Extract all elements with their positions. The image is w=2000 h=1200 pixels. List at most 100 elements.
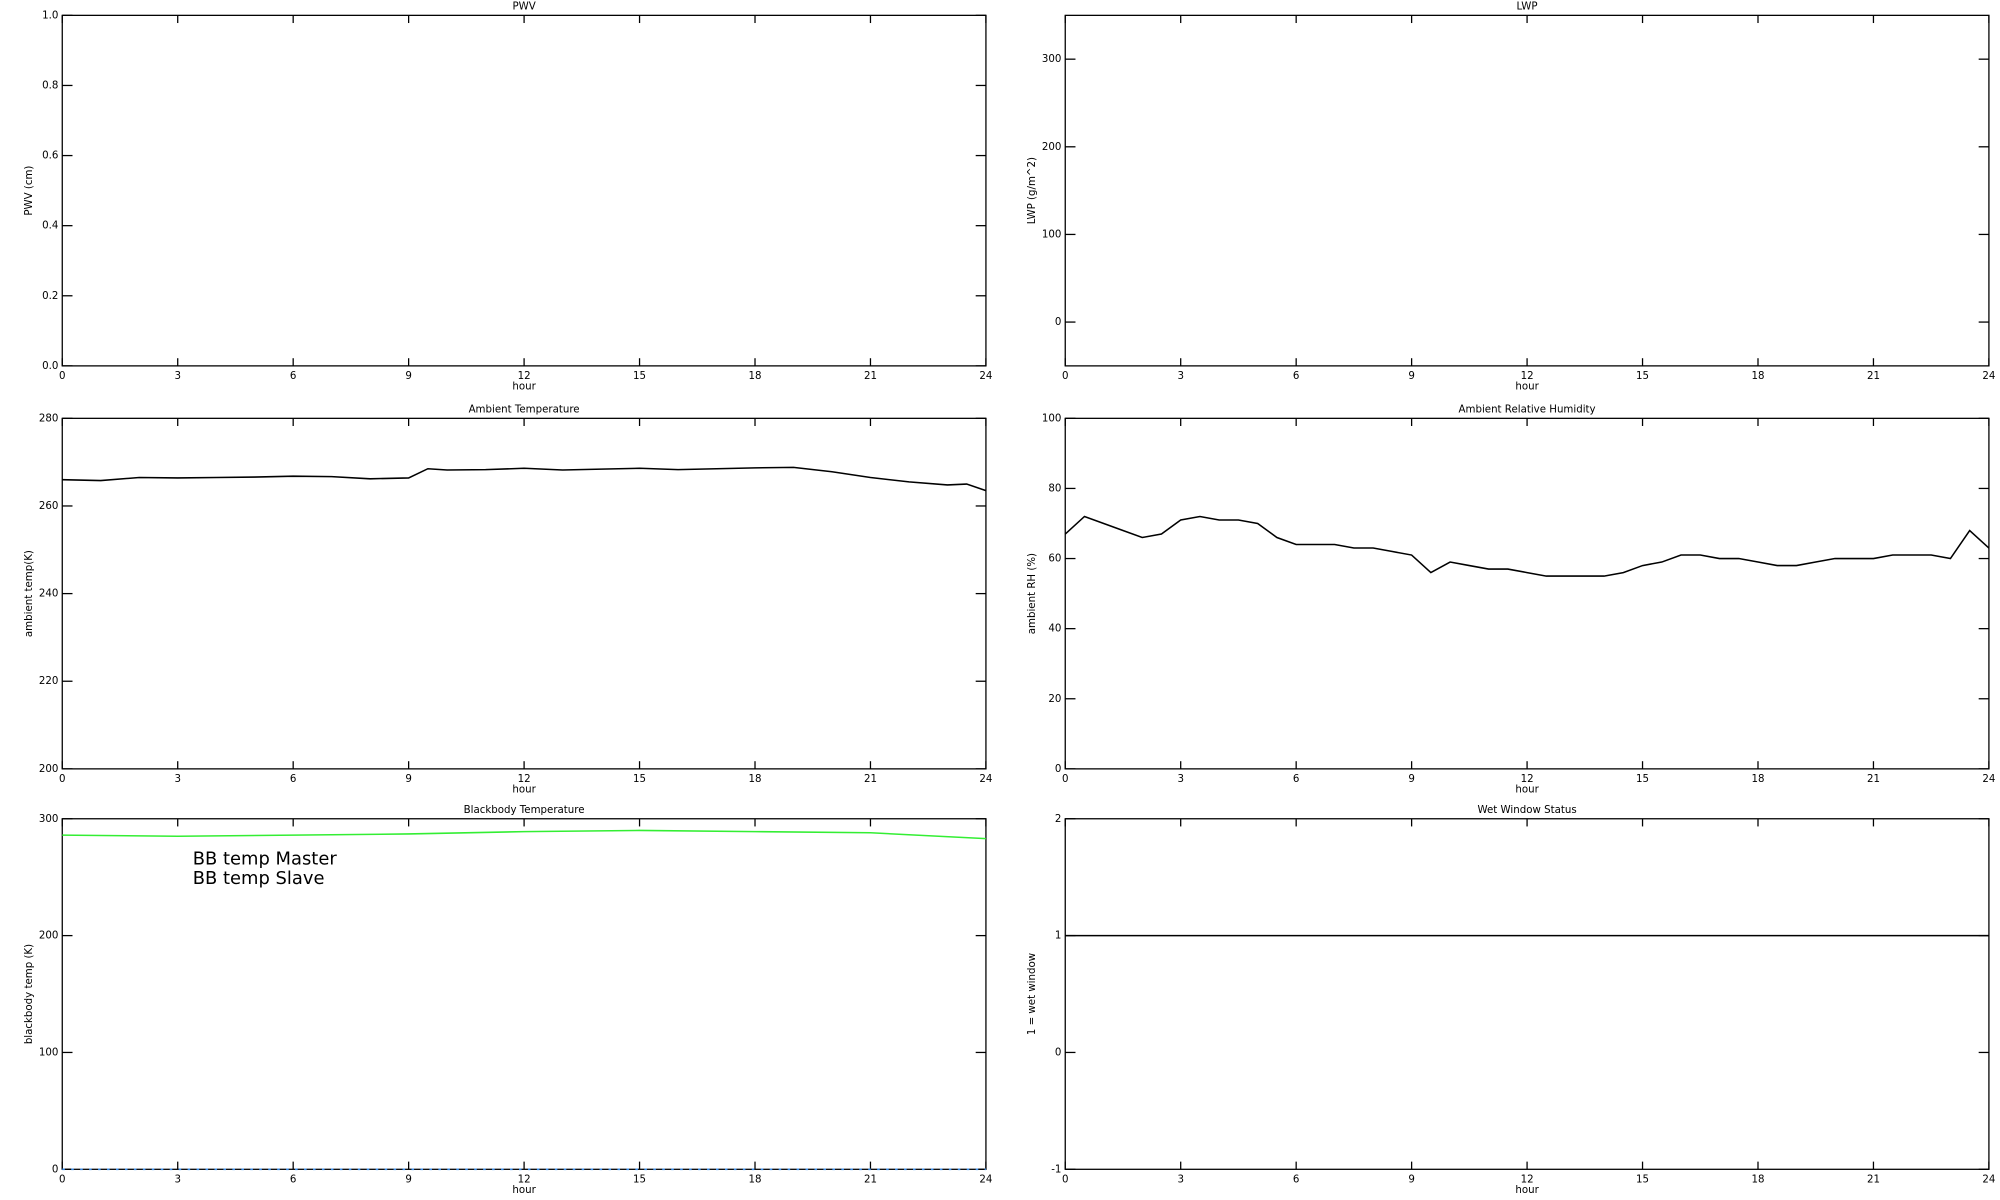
- plot-frame: [1064, 417, 1990, 770]
- x-tick-label: 21: [864, 371, 877, 382]
- x-tick-label: 9: [1408, 371, 1415, 382]
- plot-frame: [1064, 818, 1990, 1170]
- x-tick-label: 18: [1751, 774, 1764, 785]
- y-tick-label: 0: [1055, 317, 1062, 328]
- x-tick-label: 15: [1636, 371, 1649, 382]
- y-tick-label: 1.0: [42, 10, 58, 21]
- x-tick-label: 18: [749, 1175, 762, 1186]
- x-tick-label: 21: [1867, 371, 1880, 382]
- x-tick-label: 24: [1982, 371, 1995, 382]
- x-tick-label: 12: [1521, 1175, 1534, 1186]
- x-tick-label: 0: [1062, 774, 1069, 785]
- x-tick-label: 12: [518, 774, 531, 785]
- chart-title: Blackbody Temperature: [464, 805, 585, 816]
- y-tick-label: 0.0: [42, 361, 58, 372]
- legend-entry: BB temp Master: [193, 849, 338, 870]
- x-tick-label: 12: [518, 1175, 531, 1186]
- x-tick-label: 12: [1521, 774, 1534, 785]
- x-tick-label: 0: [59, 371, 66, 382]
- x-axis-label: hour: [1515, 784, 1539, 795]
- y-axis-label: LWP (g/m^2): [1027, 157, 1038, 224]
- y-tick-label: 100: [1042, 229, 1062, 240]
- y-tick-label: 0.4: [42, 221, 58, 232]
- x-tick-label: 15: [633, 774, 646, 785]
- x-tick-label: 18: [749, 371, 762, 382]
- y-tick-label: 0: [52, 1164, 59, 1175]
- y-tick-label: 0.2: [42, 291, 58, 302]
- y-tick-label: 0.6: [42, 151, 58, 162]
- chart-title: Ambient Temperature: [469, 404, 580, 415]
- x-axis-label: hour: [512, 381, 536, 392]
- y-axis-label: blackbody temp (K): [24, 944, 35, 1044]
- x-axis-label: hour: [512, 784, 536, 795]
- y-tick-label: 0: [1055, 764, 1062, 775]
- y-tick-label: 200: [39, 931, 59, 942]
- data-line: [62, 466, 987, 492]
- chart-title: Wet Window Status: [1478, 805, 1577, 816]
- x-tick-label: 24: [1982, 774, 1995, 785]
- chart-title: PWV: [512, 1, 535, 12]
- data-line: [1064, 515, 1990, 577]
- y-tick-label: 300: [39, 814, 59, 825]
- y-tick-label: 0.8: [42, 80, 58, 91]
- x-tick-label: 6: [1293, 371, 1300, 382]
- y-tick-label: 240: [39, 589, 59, 600]
- y-axis-label: ambient RH (%): [1027, 553, 1038, 634]
- y-tick-label: 260: [39, 501, 59, 512]
- x-tick-label: 6: [290, 774, 297, 785]
- x-tick-label: 0: [1062, 371, 1069, 382]
- y-tick-label: 100: [1042, 413, 1062, 424]
- x-tick-label: 3: [1177, 774, 1184, 785]
- data-line: [62, 829, 986, 840]
- y-tick-label: 80: [1048, 483, 1061, 494]
- x-tick-label: 24: [1982, 1175, 1995, 1186]
- plot-frame: [61, 417, 987, 770]
- x-tick-label: 21: [864, 1175, 877, 1186]
- y-axis-label: 1 = wet window: [1027, 953, 1038, 1035]
- y-tick-label: 40: [1048, 624, 1061, 635]
- x-axis-label: hour: [1515, 381, 1539, 392]
- y-tick-label: 2: [1055, 814, 1062, 825]
- x-tick-label: 3: [174, 774, 181, 785]
- x-tick-label: 21: [1867, 774, 1880, 785]
- x-axis-label: hour: [1515, 1185, 1539, 1196]
- x-tick-label: 12: [518, 371, 531, 382]
- x-tick-label: 15: [633, 371, 646, 382]
- y-tick-label: 20: [1048, 694, 1061, 705]
- x-tick-label: 3: [174, 1175, 181, 1186]
- x-tick-label: 15: [633, 1175, 646, 1186]
- x-tick-label: 9: [405, 774, 412, 785]
- y-tick-label: 280: [39, 413, 59, 424]
- y-tick-label: 100: [39, 1047, 59, 1058]
- y-tick-label: 220: [39, 676, 59, 687]
- x-tick-label: 0: [59, 1175, 66, 1186]
- y-tick-label: 1: [1055, 931, 1062, 942]
- plot-frame: [61, 14, 987, 367]
- legend-entry: BB temp Slave: [193, 868, 325, 889]
- x-tick-label: 9: [405, 371, 412, 382]
- y-axis-label: PWV (cm): [24, 166, 35, 216]
- chart-title: LWP: [1517, 1, 1538, 12]
- x-tick-label: 6: [1293, 774, 1300, 785]
- x-tick-label: 12: [1521, 371, 1534, 382]
- x-tick-label: 24: [979, 774, 992, 785]
- y-tick-label: 0: [1055, 1047, 1062, 1058]
- y-tick-label: 60: [1048, 554, 1061, 565]
- x-tick-label: 9: [1408, 1175, 1415, 1186]
- x-tick-label: 6: [290, 1175, 297, 1186]
- x-tick-label: 9: [405, 1175, 412, 1186]
- y-tick-label: 300: [1042, 54, 1062, 65]
- y-tick-label: -1: [1051, 1164, 1061, 1175]
- x-tick-label: 0: [59, 774, 66, 785]
- x-tick-label: 18: [1751, 371, 1764, 382]
- x-tick-label: 6: [290, 371, 297, 382]
- x-tick-label: 21: [864, 774, 877, 785]
- x-tick-label: 18: [749, 774, 762, 785]
- x-axis-label: hour: [512, 1185, 536, 1196]
- plot-frame: [1064, 14, 1990, 367]
- x-tick-label: 24: [979, 371, 992, 382]
- x-tick-label: 3: [174, 371, 181, 382]
- x-tick-label: 0: [1062, 1175, 1069, 1186]
- y-axis-label: ambient temp(K): [24, 550, 35, 637]
